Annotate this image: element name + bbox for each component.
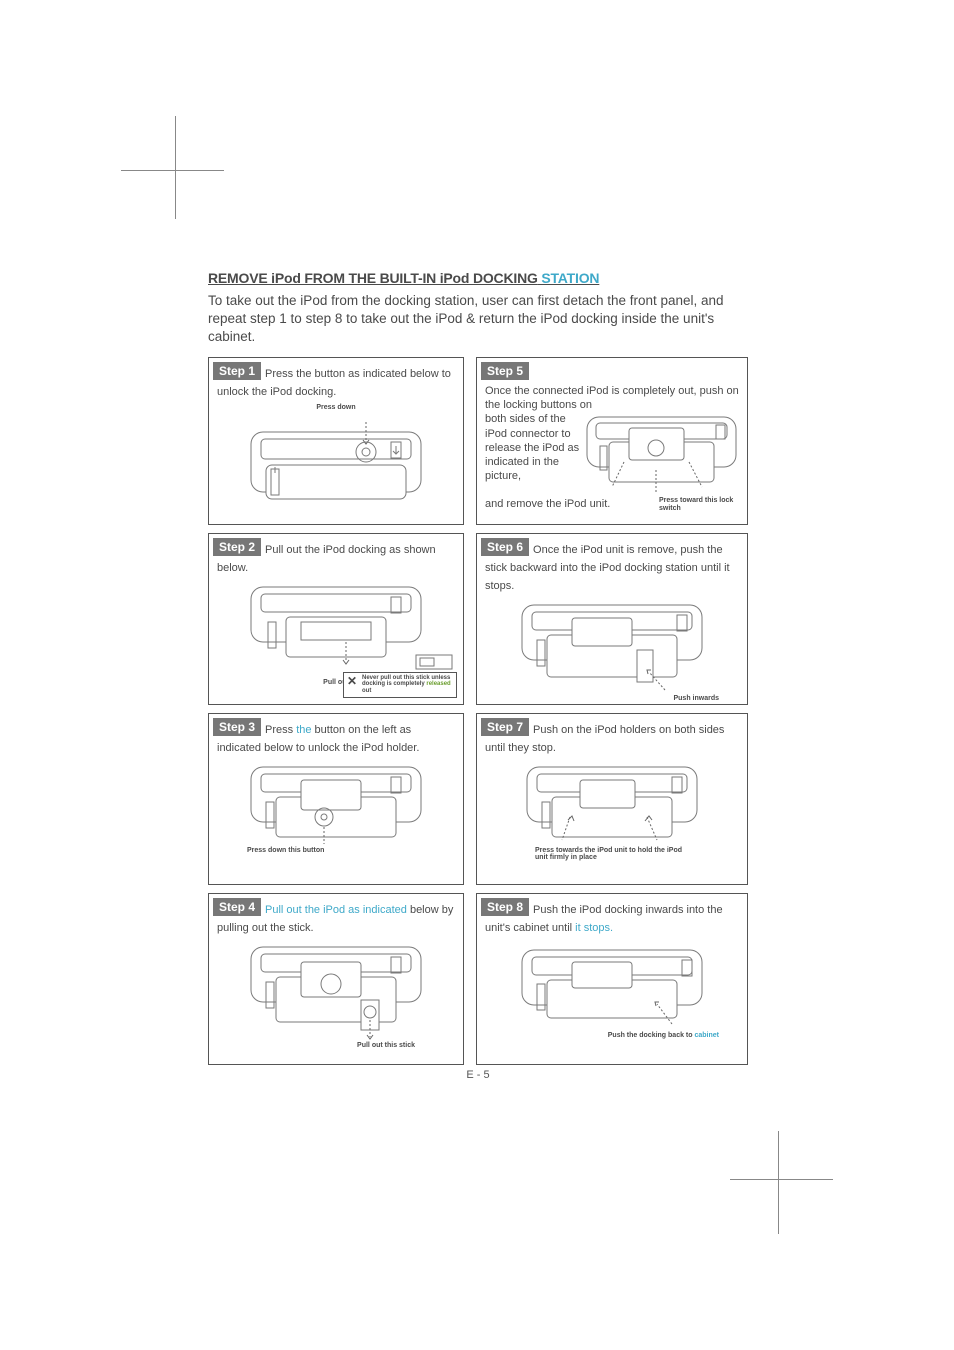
step-1-box: Step 1 Press the button as indicated bel… [208, 357, 464, 525]
s8-cap-pre: Push the docking back to [608, 1032, 695, 1039]
s8-cyan: it stops. [575, 922, 613, 934]
steps-grid: Step 1 Press the button as indicated bel… [208, 357, 748, 1065]
step-5-text-left: both sides of the iPod connector to rele… [485, 412, 580, 483]
left-column: Step 1 Press the button as indicated bel… [208, 357, 464, 1065]
step-7-caption: Press towards the iPod unit to hold the … [535, 847, 685, 862]
step-5-text-bottom: and remove the iPod unit. [485, 497, 653, 511]
step-4-badge: Step 4 [213, 898, 261, 916]
step-5-caption: Press toward this lock switch [659, 497, 739, 512]
crop-mark-top-left [175, 170, 224, 219]
content-area: REMOVE iPod FROM THE BUILT-IN iPod DOCKI… [208, 270, 748, 1081]
x-icon: ✕ [347, 675, 357, 688]
s3-pre: Press [265, 724, 296, 736]
step-6-figure [485, 600, 739, 695]
step-4-figure [217, 942, 455, 1042]
step-8-figure [485, 942, 739, 1032]
step-7-badge: Step 7 [481, 718, 529, 736]
s8-cap-cyan: cabinet [694, 1032, 719, 1039]
step-5-mid: both sides of the iPod connector to rele… [485, 412, 739, 497]
step-7-figure [485, 762, 739, 847]
dock-illustration-icon [246, 762, 426, 847]
crop-mark-bottom-right [730, 1131, 779, 1180]
dock-illustration-icon [517, 600, 707, 695]
step-1-caption: Press down [217, 404, 455, 412]
intro-paragraph: To take out the iPod from the docking st… [208, 292, 748, 347]
step-3-figure [217, 762, 455, 847]
step-2-badge: Step 2 [213, 538, 261, 556]
stick-icon [414, 653, 454, 671]
step-8-caption: Push the docking back to cabinet [485, 1032, 719, 1040]
step-7-box: Step 7 Push on the iPod holders on both … [476, 713, 748, 885]
title-main: REMOVE iPod FROM THE BUILT-IN iPod DOCKI… [208, 270, 538, 286]
s3-cyan: the [296, 724, 311, 736]
step-6-caption: Push inwards [485, 695, 719, 703]
dock-illustration-icon [246, 942, 426, 1042]
step-4-caption: Pull out this stick [217, 1042, 415, 1050]
dock-illustration-icon [246, 582, 426, 677]
step-3-caption: Press down this button [247, 847, 455, 855]
step-2-box: Step 2 Pull out the iPod docking as show… [208, 533, 464, 705]
page-number: E - 5 [208, 1069, 748, 1081]
step-8-box: Step 8 Push the iPod docking inwards int… [476, 893, 748, 1065]
s4-cyan: Pull out the iPod as indicated [265, 904, 407, 916]
step-3-box: Step 3 Press the button on the left as i… [208, 713, 464, 885]
right-column: Step 5 Once the connected iPod is comple… [476, 357, 748, 1065]
step-6-badge: Step 6 [481, 538, 529, 556]
page-title: REMOVE iPod FROM THE BUILT-IN iPod DOCKI… [208, 270, 748, 286]
page: REMOVE iPod FROM THE BUILT-IN iPod DOCKI… [0, 0, 954, 1350]
dock-illustration-icon [246, 417, 426, 517]
step-3-badge: Step 3 [213, 718, 261, 736]
step-1-badge: Step 1 [213, 362, 261, 380]
warn-green: released [426, 681, 450, 687]
step-4-box: Step 4 Pull out the iPod as indicated be… [208, 893, 464, 1065]
step-6-box: Step 6 Once the iPod unit is remove, pus… [476, 533, 748, 705]
step-5-box: Step 5 Once the connected iPod is comple… [476, 357, 748, 525]
warn-post: out [362, 688, 371, 694]
step-5-text-top: Once the connected iPod is completely ou… [485, 384, 739, 413]
dock-illustration-icon [584, 412, 739, 497]
title-cyan: STATION [538, 270, 600, 286]
step-1-figure [217, 417, 455, 517]
step-2-warning: ✕ Never pull out this stick unless docki… [343, 672, 457, 698]
step-5-badge: Step 5 [481, 362, 529, 380]
step-8-badge: Step 8 [481, 898, 529, 916]
dock-illustration-icon [522, 762, 702, 847]
dock-illustration-icon [517, 942, 707, 1032]
